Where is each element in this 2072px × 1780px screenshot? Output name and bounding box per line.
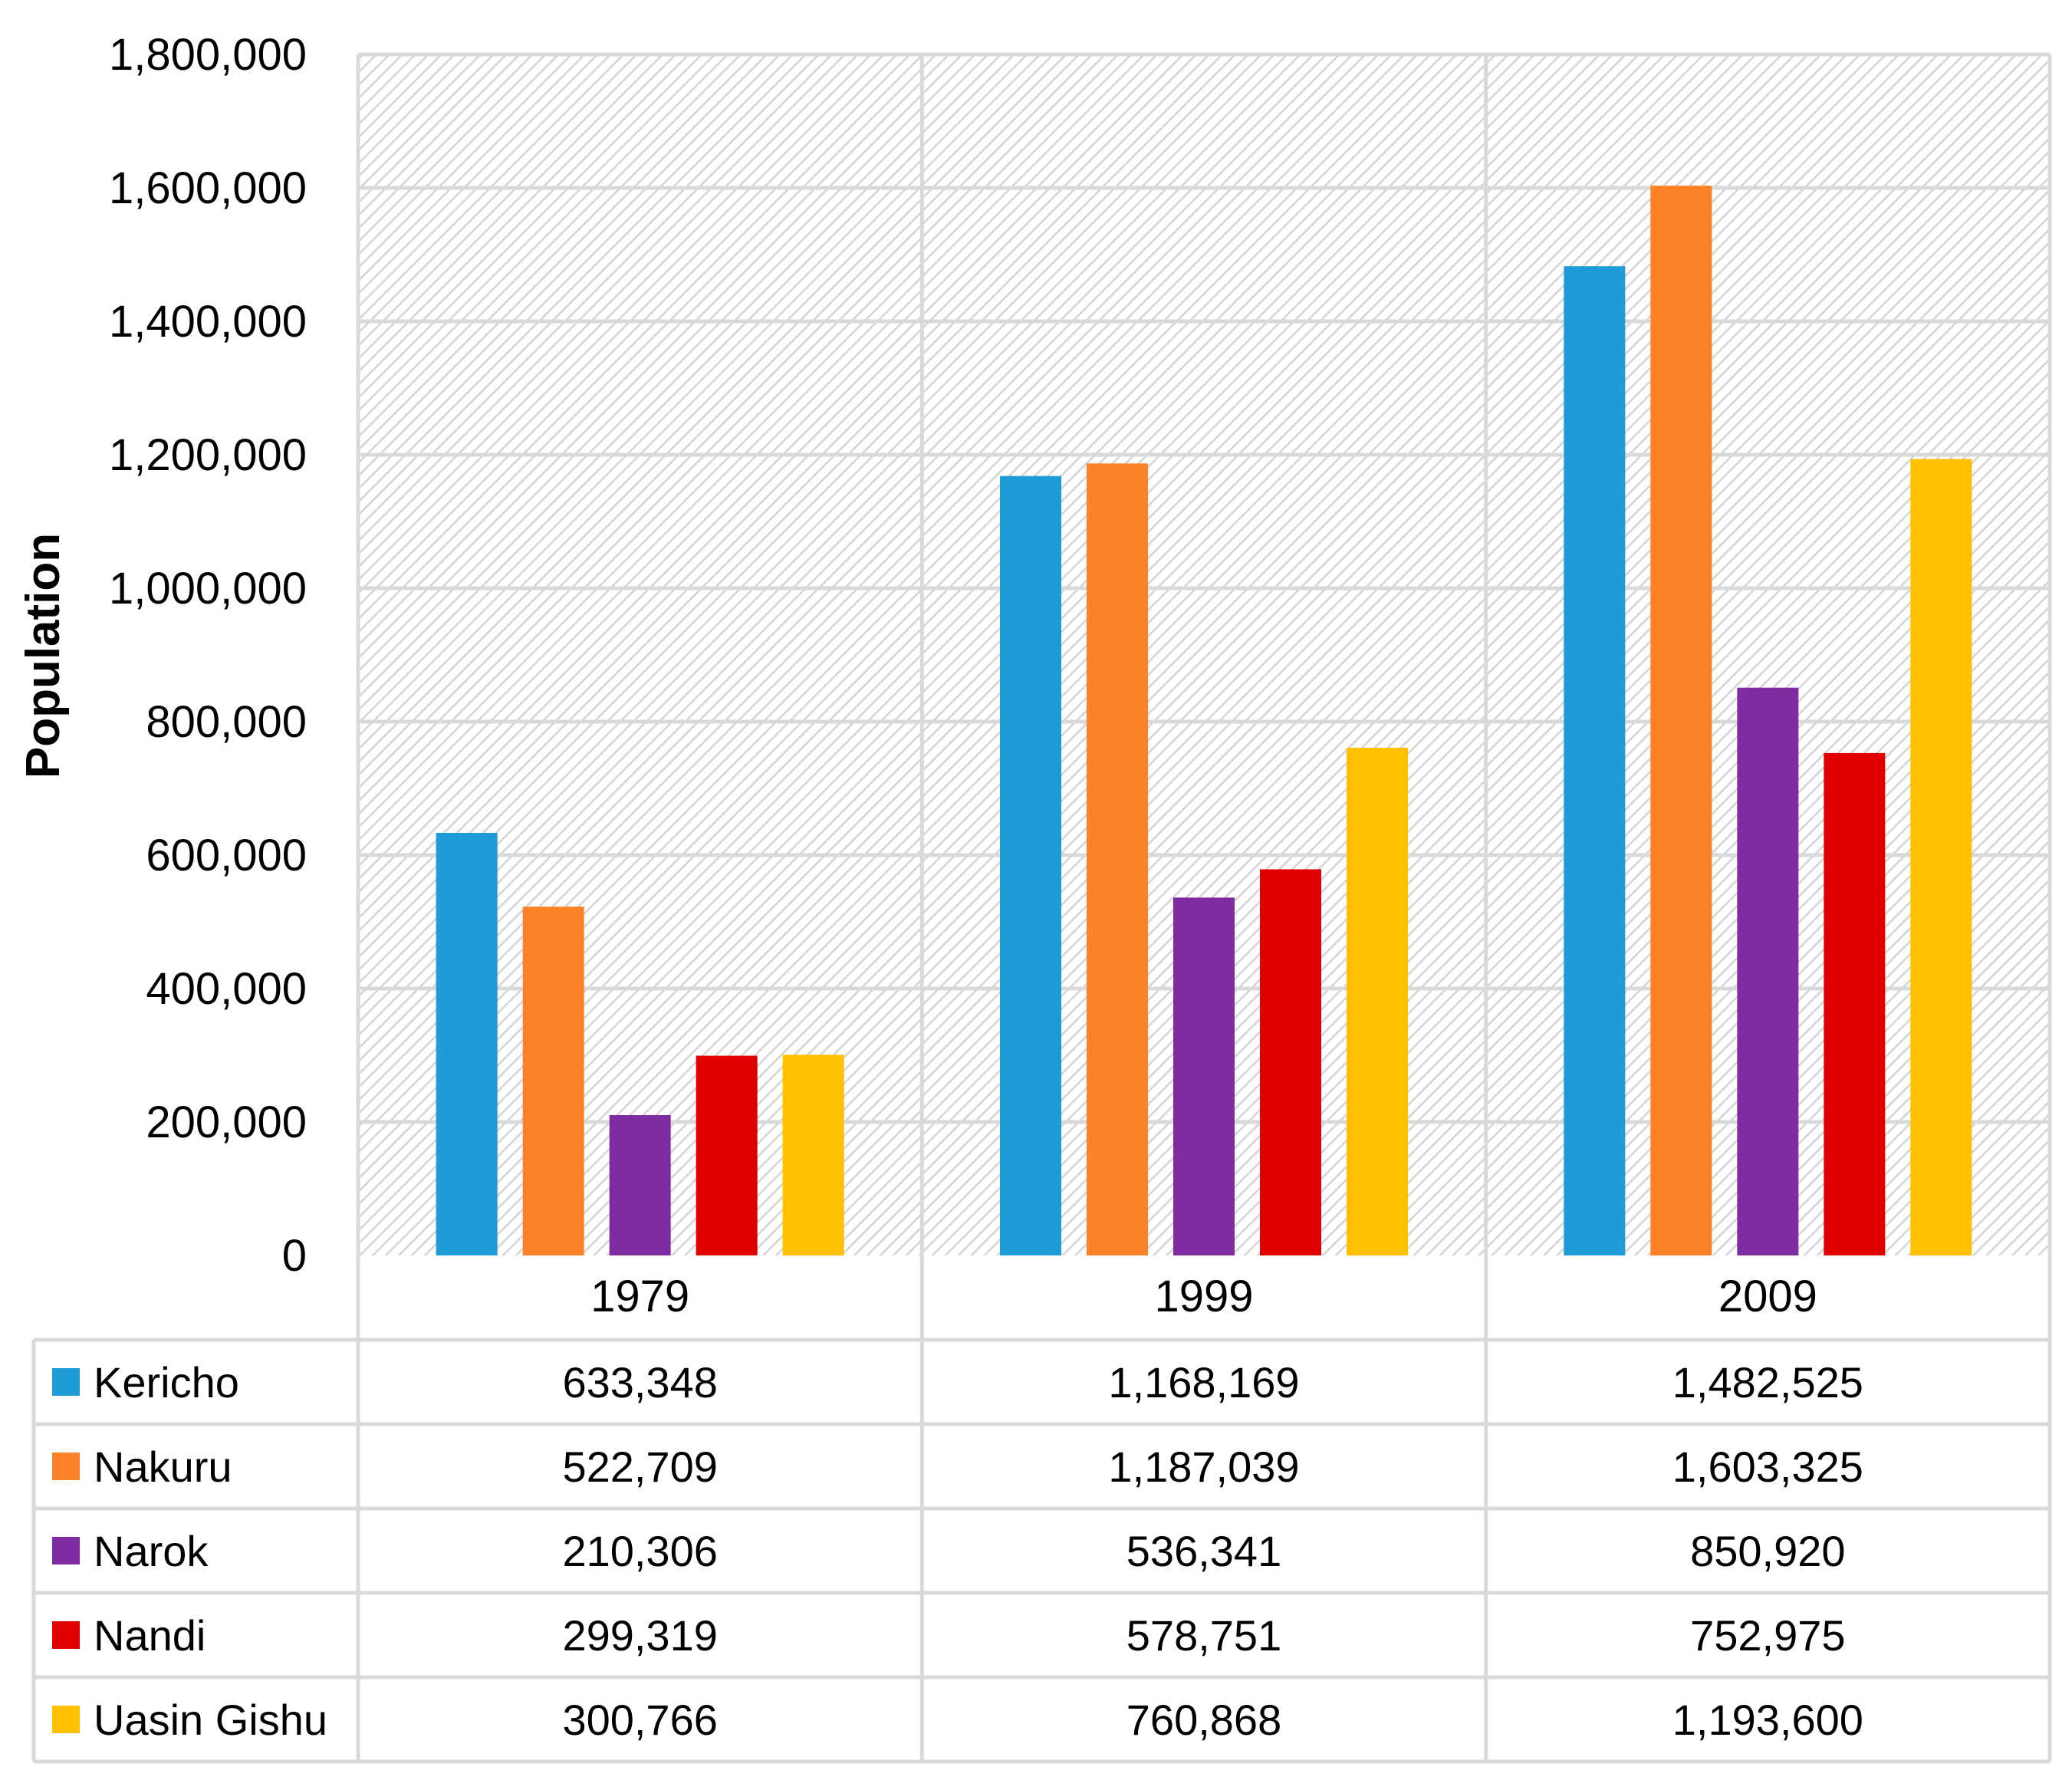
bar-nakuru-1979 bbox=[522, 906, 584, 1255]
bar-uasin-gishu-2009 bbox=[1910, 459, 1972, 1255]
bar-narok-1979 bbox=[609, 1115, 671, 1255]
bar-kericho-1999 bbox=[1000, 475, 1061, 1255]
x-category-label: 1999 bbox=[1154, 1272, 1253, 1321]
table-cell-value: 1,187,039 bbox=[1108, 1443, 1299, 1491]
y-tick-label: 1,000,000 bbox=[109, 564, 307, 614]
table-cell-value: 1,482,525 bbox=[1672, 1358, 1863, 1407]
table-cell-value: 1,168,169 bbox=[1108, 1358, 1299, 1407]
x-category-label: 1979 bbox=[590, 1272, 689, 1321]
table-cell-value: 210,306 bbox=[562, 1527, 717, 1575]
table-cell-value: 1,603,325 bbox=[1672, 1443, 1863, 1491]
bar-narok-1999 bbox=[1173, 897, 1235, 1255]
bar-nakuru-2009 bbox=[1650, 186, 1712, 1255]
bar-narok-2009 bbox=[1737, 687, 1799, 1255]
legend-label: Nakuru bbox=[94, 1443, 232, 1491]
table-cell-value: 850,920 bbox=[1690, 1527, 1845, 1575]
y-tick-label: 1,600,000 bbox=[109, 163, 307, 213]
bar-uasin-gishu-1979 bbox=[782, 1055, 844, 1255]
bar-nakuru-1999 bbox=[1087, 463, 1148, 1255]
y-tick-label: 1,800,000 bbox=[109, 30, 307, 80]
legend-label: Narok bbox=[94, 1527, 209, 1575]
legend-swatch-nandi bbox=[52, 1621, 80, 1649]
bar-kericho-1979 bbox=[436, 832, 498, 1255]
bar-nandi-1999 bbox=[1260, 869, 1321, 1255]
table-cell-value: 299,319 bbox=[562, 1611, 717, 1660]
y-tick-label: 1,400,000 bbox=[109, 297, 307, 347]
y-tick-label: 1,200,000 bbox=[109, 430, 307, 480]
table-cell-value: 300,766 bbox=[562, 1696, 717, 1744]
legend-label: Kericho bbox=[94, 1358, 239, 1407]
y-axis-title: Population bbox=[17, 533, 70, 778]
x-category-label: 2009 bbox=[1718, 1272, 1817, 1321]
table-cell-value: 760,868 bbox=[1126, 1696, 1281, 1744]
bar-uasin-gishu-1999 bbox=[1347, 748, 1408, 1255]
y-tick-label: 400,000 bbox=[146, 964, 307, 1014]
table-cell-value: 633,348 bbox=[562, 1358, 717, 1407]
legend-label: Nandi bbox=[94, 1611, 206, 1660]
bar-nandi-2009 bbox=[1824, 752, 1886, 1255]
y-tick-label: 800,000 bbox=[146, 697, 307, 747]
legend-swatch-nakuru bbox=[52, 1453, 80, 1480]
table-cell-value: 578,751 bbox=[1126, 1611, 1281, 1660]
y-tick-label: 600,000 bbox=[146, 831, 307, 880]
legend-swatch-kericho bbox=[52, 1368, 80, 1396]
bar-kericho-2009 bbox=[1564, 266, 1626, 1255]
bar-nandi-1979 bbox=[696, 1055, 758, 1255]
legend-label: Uasin Gishu bbox=[94, 1696, 327, 1744]
table-cell-value: 522,709 bbox=[562, 1443, 717, 1491]
table-cell-value: 752,975 bbox=[1690, 1611, 1845, 1660]
y-tick-label: 0 bbox=[282, 1231, 307, 1281]
legend-swatch-narok bbox=[52, 1537, 80, 1564]
table-cell-value: 536,341 bbox=[1126, 1527, 1281, 1575]
legend-swatch-uasin-gishu bbox=[52, 1706, 80, 1733]
table-cell-value: 1,193,600 bbox=[1672, 1696, 1863, 1744]
y-tick-label: 200,000 bbox=[146, 1097, 307, 1147]
